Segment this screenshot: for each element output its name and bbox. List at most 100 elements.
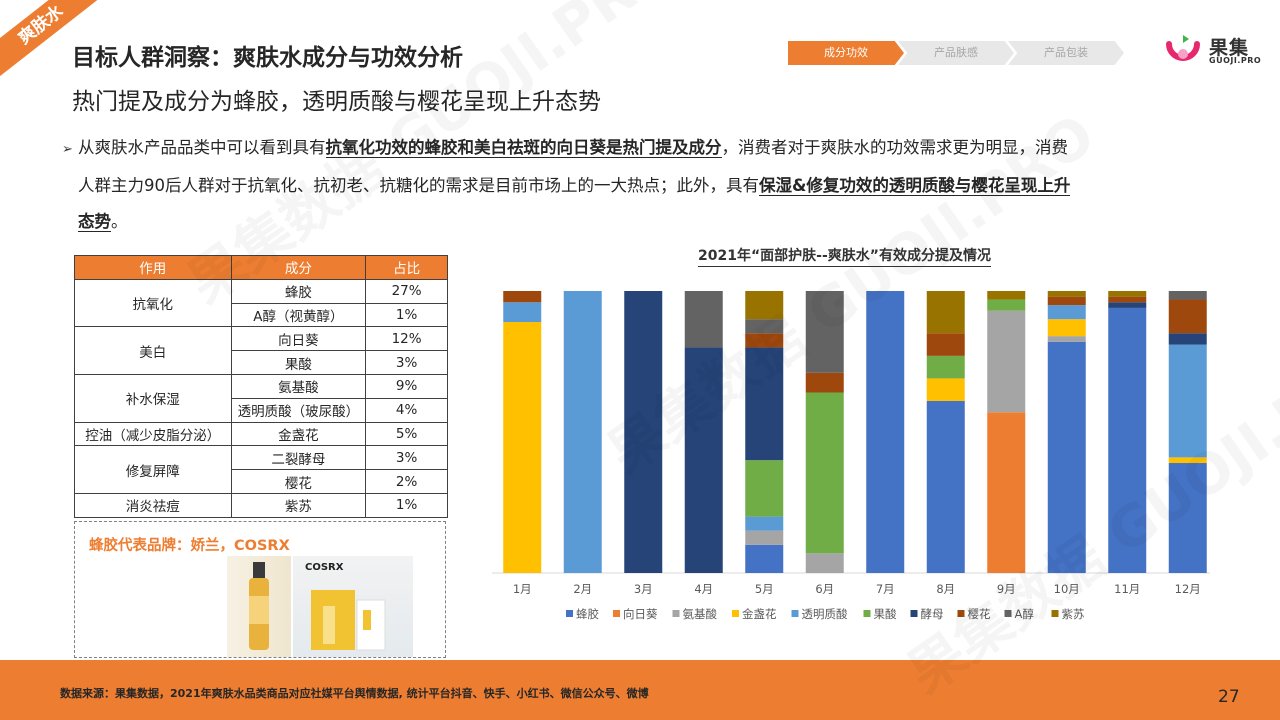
step-skin-feel[interactable]: 产品肤感 [898,41,1014,65]
legend-label: 酵母 [921,607,944,621]
bar-segment [987,299,1026,311]
x-tick-label: 4月 [694,582,713,596]
guoji-logo-icon [1166,35,1200,61]
bar-segment [1047,291,1086,297]
step-packaging[interactable]: 产品包装 [1008,41,1124,65]
ingredient-cell: 紫苏 [230,492,367,518]
bar-segment [1168,333,1207,345]
table-header: 作用 [74,255,232,280]
step-ingredient-effect[interactable]: 成分功效 [788,41,904,65]
legend-label: 氨基酸 [683,607,718,621]
bar-segment [805,291,844,373]
bar-segment [805,372,844,393]
effect-cell: 控油（减少皮脂分泌） [74,421,232,447]
legend-swatch [613,610,620,617]
ingredient-cell: 氨基酸 [230,373,367,399]
table-row: 透明质酸（玻尿酸） 4% [75,397,448,423]
share-cell: 9% [365,373,448,399]
bar-segment [745,347,784,461]
share-cell: 27% [365,278,448,304]
table-header: 占比 [365,255,448,280]
share-cell: 2% [365,469,448,494]
table-header: 成分 [230,255,367,280]
cosrx-product-image: COSRX [293,556,413,657]
table-row: 消炎祛痘 紫苏 1% [74,492,448,518]
ingredient-cell: 樱花 [230,469,367,494]
share-cell: 1% [365,492,448,518]
bar-segment [1168,457,1207,464]
bar-segment [926,333,965,356]
effect-cell: 修复屏障 [74,445,232,494]
x-tick-label: 3月 [634,582,653,596]
share-cell: 4% [365,397,448,423]
bar-segment [1047,296,1086,306]
share-cell: 12% [365,326,448,352]
bar-segment [926,378,965,401]
table-row: 樱花 2% [75,469,448,494]
bar-segment [1047,336,1086,342]
bar-segment [1108,296,1147,303]
bar-segment [926,400,965,573]
x-tick-label: 2月 [573,582,592,596]
bar-segment [745,319,784,334]
x-tick-label: 11月 [1114,582,1140,596]
brand-logo: 果集 GUOJI.PRO [1163,32,1262,68]
bar-segment [1108,291,1147,297]
bar-segment [745,516,784,531]
bar-segment [1047,305,1086,320]
bar-segment [866,291,905,573]
legend-label: 紫苏 [1062,607,1085,621]
bar-segment [926,355,965,379]
x-tick-label: 7月 [876,582,895,596]
brand-showcase: 蜂胶代表品牌：娇兰，COSRX COSRX [74,521,446,658]
x-tick-label: 1月 [513,582,532,596]
effect-cell: 补水保湿 [74,373,232,423]
legend-swatch [1051,610,1059,617]
legend-swatch [672,610,680,617]
effect-cell: 消炎祛痘 [74,492,232,518]
bar-segment [987,412,1026,573]
bar-segment [805,553,844,573]
x-tick-label: 8月 [936,582,955,596]
bar-segment [1047,319,1086,337]
cosrx-label: COSRX [305,562,344,573]
bar-segment [624,291,663,573]
legend-swatch [732,610,739,617]
share-cell: 3% [365,350,448,375]
x-tick-label: 12月 [1175,582,1201,596]
ingredient-cell: 金盏花 [230,421,367,447]
logo-domain: GUOJI.PRO [1209,56,1262,65]
bar-segment [926,291,965,334]
insight-paragraph: ➢ 从爽肤水产品品类中可以看到具有抗氧化功效的蜂胶和美白祛斑的向日葵是热门提及成分… [62,130,1202,240]
bar-segment [1168,463,1207,573]
product-box-icon [311,590,386,651]
share-cell: 1% [365,302,448,328]
table-row: 抗氧化 蜂胶 27% [74,278,448,328]
legend-swatch [863,610,871,617]
page-title: 目标人群洞察：爽肤水成分与功效分析 [72,45,463,71]
bar-segment [684,347,723,573]
bar-segment [745,544,784,573]
data-source: 数据来源：果集数据，2021年爽肤水品类商品对应社媒平台舆情数据, 统计平台抖音… [60,687,649,700]
legend-swatch [957,610,965,617]
bar-segment [987,291,1026,300]
legend-swatch [791,610,799,617]
bar-segment [684,291,723,348]
share-cell: 3% [365,445,448,471]
x-tick-label: 5月 [755,582,774,596]
legend-label: 透明质酸 [802,607,848,621]
legend-swatch [566,610,573,617]
legend-label: 蜂胶 [576,607,599,621]
bullet-arrow-icon: ➢ [62,142,73,157]
bar-segment [805,392,844,554]
table-row: 修复屏障 二裂酵母 3% [74,445,448,494]
ingredient-cell: 向日葵 [230,326,367,352]
bar-segment [563,291,602,573]
x-tick-label: 6月 [815,582,834,596]
bar-segment [745,333,784,348]
x-tick-label: 10月 [1054,582,1080,596]
ingredient-cell: 透明质酸（玻尿酸） [230,397,367,423]
legend-label: A醇 [1015,607,1035,621]
bar-segment [503,302,542,323]
guerlain-product-image [227,556,291,657]
